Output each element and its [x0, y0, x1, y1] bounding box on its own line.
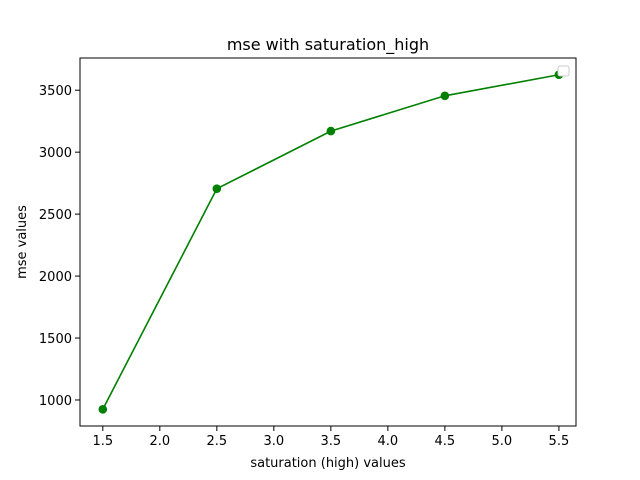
x-tick-label: 2.0 — [149, 434, 170, 449]
x-tick-label: 1.5 — [92, 434, 113, 449]
y-tick-label: 2500 — [39, 208, 72, 223]
x-tick-label: 3.0 — [263, 434, 284, 449]
x-tick-label: 4.5 — [435, 434, 456, 449]
x-axis-title: saturation (high) values — [250, 456, 406, 471]
x-tick-label: 2.5 — [206, 434, 227, 449]
x-tick-label: 3.5 — [321, 434, 342, 449]
x-tick-label: 5.5 — [549, 434, 570, 449]
chart-title: mse with saturation_high — [227, 35, 429, 55]
y-tick-label: 2000 — [39, 270, 72, 285]
y-tick-label: 3500 — [39, 84, 72, 99]
series-line — [102, 73, 560, 410]
y-tick-label: 1000 — [39, 394, 72, 409]
data-point — [326, 126, 336, 136]
axes-frame — [79, 57, 577, 427]
x-tick-label: 4.0 — [378, 434, 399, 449]
y-axis-title: mse values — [15, 205, 30, 279]
legend-box — [557, 65, 570, 77]
data-point — [98, 404, 108, 414]
plot-area: 1.5 2.0 2.5 3.0 3.5 4.0 4.5 5.0 5.5 1000 1500 2000 2… — [39, 57, 577, 449]
data-point — [440, 91, 450, 101]
y-tick-label: 1500 — [39, 332, 72, 347]
x-tick-label: 5.0 — [492, 434, 513, 449]
data-point — [212, 184, 222, 194]
y-tick-label: 3000 — [39, 146, 72, 161]
